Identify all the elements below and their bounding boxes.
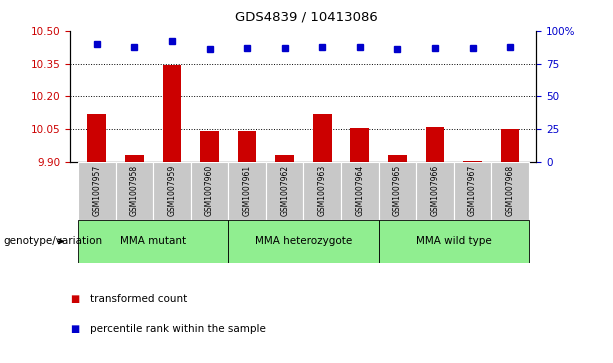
Text: transformed count: transformed count [90, 294, 188, 305]
Text: MMA heterozygote: MMA heterozygote [255, 236, 352, 246]
Text: MMA mutant: MMA mutant [120, 236, 186, 246]
Bar [228, 220, 379, 263]
Bar [313, 114, 332, 162]
Text: ■: ■ [70, 323, 80, 334]
Text: ■: ■ [70, 294, 80, 305]
Bar [116, 162, 153, 220]
Bar [303, 162, 341, 220]
Text: GSM1007961: GSM1007961 [243, 164, 251, 216]
Text: genotype/variation: genotype/variation [3, 236, 102, 246]
Bar [162, 65, 181, 162]
Text: GSM1007968: GSM1007968 [506, 164, 514, 216]
Text: percentile rank within the sample: percentile rank within the sample [90, 323, 266, 334]
Text: GSM1007958: GSM1007958 [130, 164, 139, 216]
Bar [228, 162, 266, 220]
Bar [238, 131, 256, 162]
Bar [88, 114, 106, 162]
Bar [153, 162, 191, 220]
Bar [491, 162, 529, 220]
Bar [275, 155, 294, 162]
Bar [266, 162, 303, 220]
Bar [379, 220, 529, 263]
Bar [463, 161, 482, 162]
Text: GSM1007964: GSM1007964 [356, 164, 364, 216]
Bar [388, 155, 407, 162]
Bar [341, 162, 379, 220]
Text: GSM1007965: GSM1007965 [393, 164, 402, 216]
Bar [379, 162, 416, 220]
Text: GDS4839 / 10413086: GDS4839 / 10413086 [235, 11, 378, 24]
Text: GSM1007967: GSM1007967 [468, 164, 477, 216]
Bar [78, 162, 116, 220]
Bar [125, 155, 144, 162]
Text: MMA wild type: MMA wild type [416, 236, 492, 246]
Text: GSM1007960: GSM1007960 [205, 164, 214, 216]
Bar [425, 127, 444, 162]
Text: GSM1007959: GSM1007959 [167, 164, 177, 216]
Bar [454, 162, 491, 220]
Bar [416, 162, 454, 220]
Bar [78, 220, 228, 263]
Bar [501, 129, 519, 162]
Text: GSM1007962: GSM1007962 [280, 164, 289, 216]
Bar [191, 162, 228, 220]
Text: GSM1007966: GSM1007966 [430, 164, 440, 216]
Text: GSM1007963: GSM1007963 [318, 164, 327, 216]
Bar [200, 131, 219, 162]
Bar [351, 128, 369, 162]
Text: GSM1007957: GSM1007957 [93, 164, 101, 216]
